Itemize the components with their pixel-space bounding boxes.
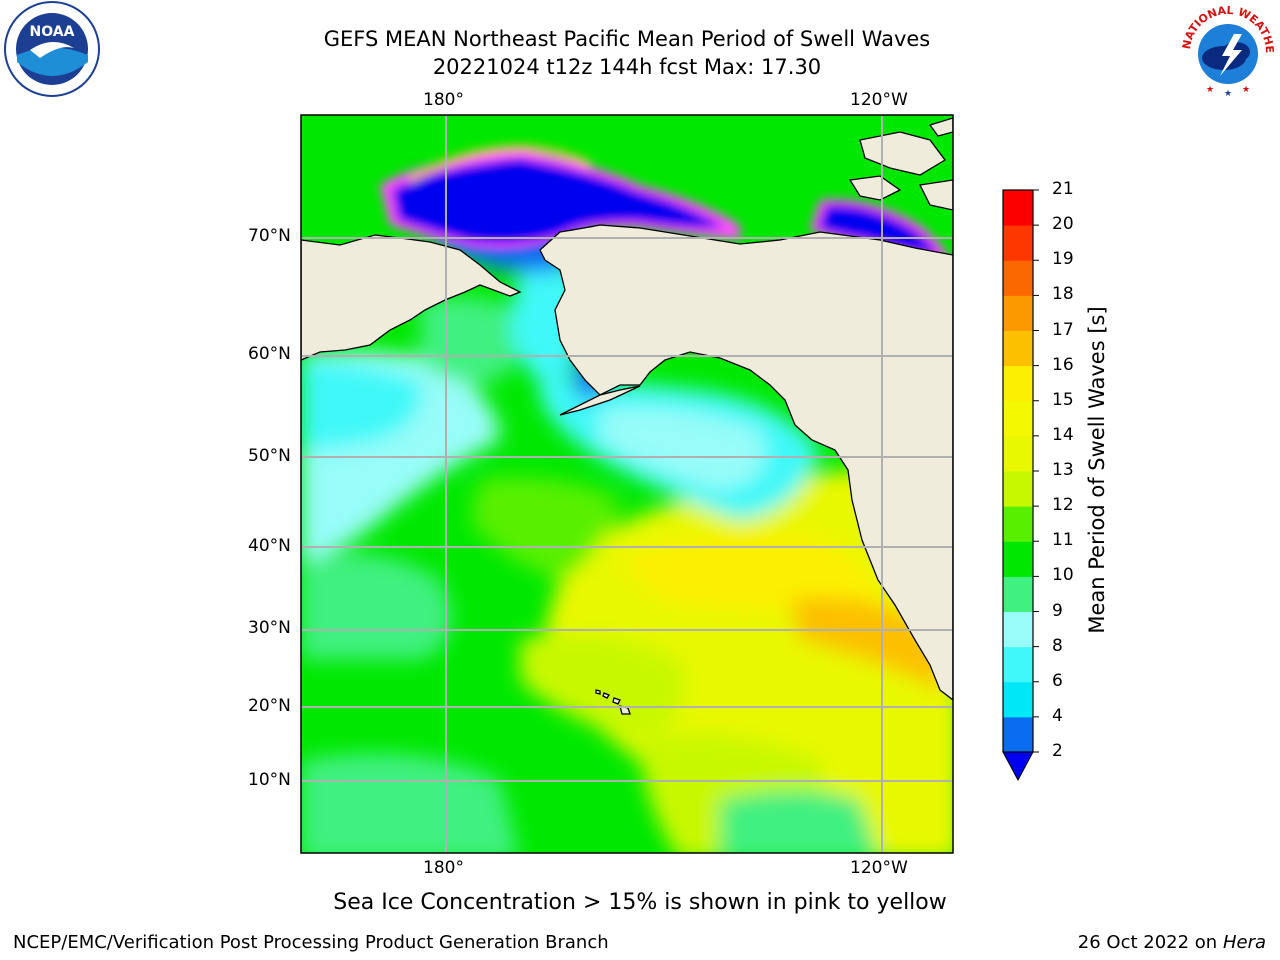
colorbar-tick-label: 9 [1052, 600, 1063, 621]
svg-text:★: ★ [1206, 85, 1214, 95]
colorbar-tick-label: 18 [1052, 284, 1074, 305]
colorbar-segment [1003, 260, 1033, 296]
colorbar-tick-label: 19 [1052, 249, 1074, 270]
colorbar-segment [1003, 681, 1033, 718]
colorbar-segment [1003, 611, 1033, 648]
colorbar-tick-label: 14 [1052, 424, 1074, 445]
lat-label-50n: 50°N [248, 446, 291, 466]
colorbar-segment [1003, 471, 1033, 507]
colorbar-tick-label: 16 [1052, 354, 1074, 375]
noaa-logo: NOAA [4, 1, 100, 97]
lat-label-70n: 70°N [248, 226, 291, 246]
sea-ice-note: Sea Ice Concentration > 15% is shown in … [333, 890, 947, 915]
lon-bottom-label-120w: 120°W [850, 858, 908, 878]
lat-label-40n: 40°N [248, 536, 291, 556]
colorbar-segment [1003, 330, 1033, 367]
colorbar-tick-label: 10 [1052, 565, 1074, 586]
colorbar-segment [1003, 435, 1033, 472]
svg-text:★: ★ [1224, 89, 1232, 99]
lat-label-20n: 20°N [248, 696, 291, 716]
colorbar-segment [1003, 646, 1033, 683]
map-frame [300, 114, 954, 854]
svg-text:★: ★ [1242, 85, 1250, 95]
lon-top-label-120w: 120°W [850, 90, 908, 110]
lon-top-label-180: 180° [423, 90, 464, 110]
lat-label-60n: 60°N [248, 344, 291, 364]
noaa-logo-text: NOAA [30, 24, 75, 40]
colorbar-tick-label: 6 [1052, 670, 1063, 691]
footer-branch: NCEP/EMC/Verification Post Processing Pr… [13, 932, 609, 953]
colorbar-segment [1003, 576, 1033, 612]
lat-label-30n: 30°N [248, 618, 291, 638]
colorbar-segment [1003, 225, 1033, 261]
colorbar-segment [1003, 365, 1033, 402]
colorbar [1002, 189, 1039, 782]
colorbar-segment [1003, 295, 1033, 331]
colorbar-segment [1003, 400, 1033, 437]
colorbar-tick-label: 4 [1052, 705, 1063, 726]
colorbar-title: Mean Period of Swell Waves [s] [1085, 306, 1109, 634]
colorbar-tick-label: 17 [1052, 319, 1074, 340]
colorbar-segment [1003, 506, 1033, 542]
colorbar-tick-label: 21 [1052, 179, 1074, 199]
footer-date: 26 Oct 2022 on Hera [1078, 932, 1266, 953]
chart-subtitle: 20221024 t12z 144h fcst Max: 17.30 [432, 55, 822, 79]
footer-date-text: 26 Oct 2022 on [1077, 932, 1218, 953]
lat-label-10n: 10°N [248, 770, 291, 790]
colorbar-segment [1003, 190, 1033, 226]
chart-title: GEFS MEAN Northeast Pacific Mean Period … [323, 27, 931, 51]
colorbar-tick-label: 2 [1052, 741, 1063, 761]
map-field [301, 115, 953, 853]
lon-bottom-label-180: 180° [423, 858, 464, 878]
map-gridlines [301, 115, 953, 853]
colorbar-tick-label: 20 [1052, 214, 1074, 235]
footer-system: Hera [1222, 932, 1266, 953]
colorbar-tick-label: 12 [1052, 495, 1074, 516]
colorbar-tick-label: 13 [1052, 460, 1074, 480]
colorbar-tick-label: 8 [1052, 635, 1063, 656]
colorbar-segment [1003, 541, 1033, 577]
colorbar-segment [1003, 716, 1033, 753]
nws-logo: NATIONAL WEATHER SERVICE ★ ★ ★ [1176, 0, 1276, 99]
colorbar-tick-label: 15 [1052, 389, 1074, 410]
colorbar-tick-label: 11 [1052, 530, 1074, 551]
colorbar-under-triangle [1002, 751, 1034, 782]
